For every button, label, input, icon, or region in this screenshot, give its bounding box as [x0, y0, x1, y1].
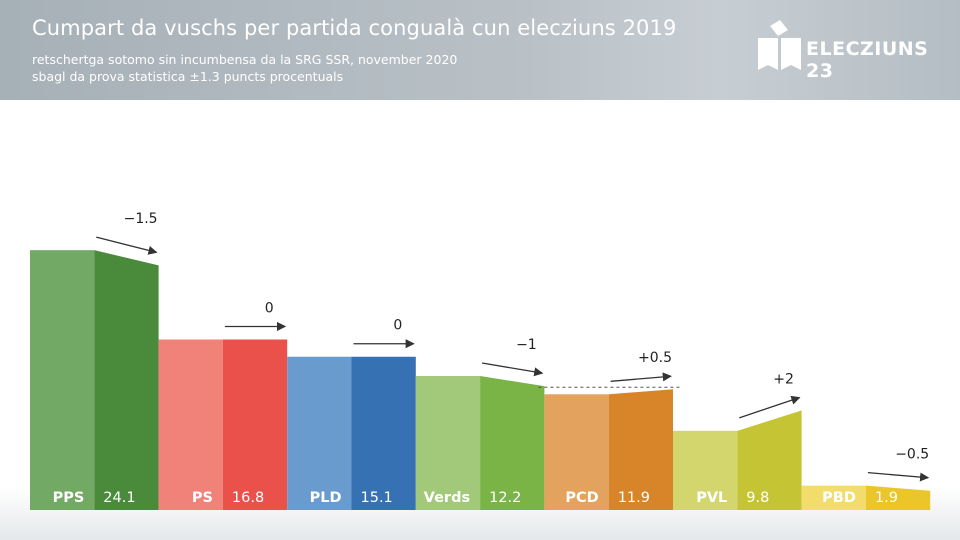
chart-subtitle-source: retschertga sotomo sin incumbensa da la …: [32, 52, 458, 67]
bar-2020-verds: [480, 376, 545, 510]
value-label-pcd: 11.9: [618, 490, 650, 506]
value-label-ps: 16.8: [232, 490, 264, 506]
bar-2019-pcd: [544, 394, 609, 510]
value-label-pbd: 1.9: [875, 490, 898, 506]
bar-2019-pld: [287, 356, 352, 510]
bar-2020-ps: [222, 339, 288, 510]
change-arrow-pvl: [739, 395, 801, 419]
bar-2020-pcd: [608, 389, 673, 510]
change-label-ps: 0: [265, 300, 274, 316]
bar-2020-pbd: [865, 485, 931, 510]
chart-area: −1.5 PPS 24.1 0 PS 16.8 0 PLD 15.1 −1 Verds 12.2 +0.…: [0, 100, 960, 540]
party-label-pvl: PVL: [696, 490, 727, 506]
chart-title: Cumpart da vuschs per partida congualà c…: [32, 16, 677, 40]
bar-2020-pvl: [737, 410, 802, 510]
bar-2019-verds: [415, 376, 481, 510]
bar-2019-pps: [30, 250, 95, 510]
party-label-pld: PLD: [310, 490, 342, 506]
bar-2019-ps: [158, 339, 223, 510]
value-label-pps: 24.1: [103, 490, 135, 506]
change-label-pbd: −0.5: [895, 447, 929, 463]
value-label-pld: 15.1: [361, 490, 393, 506]
value-label-verds: 12.2: [489, 490, 521, 506]
brand-logo: ELECZIUNS 23: [756, 18, 946, 82]
change-label-pld: 0: [393, 318, 402, 334]
party-label-verds: Verds: [424, 490, 470, 506]
bar-2019-pvl: [673, 430, 738, 510]
reference-bar-label: resultats2019: [36, 187, 68, 250]
change-label-pcd: +0.5: [638, 350, 672, 366]
change-arrow-verds: [481, 362, 544, 377]
value-label-pvl: 9.8: [746, 490, 769, 506]
bar-2020-pld: [351, 356, 416, 510]
change-label-verds: −1: [516, 337, 537, 353]
change-arrow-pcd: [610, 372, 672, 382]
bar-2019-pbd: [801, 485, 866, 510]
change-arrow-pbd: [867, 471, 930, 482]
ballot-box-icon: [758, 20, 801, 70]
change-label-pps: −1.5: [124, 211, 158, 227]
bar-2020-pps: [94, 250, 159, 510]
brand-name: ELECZIUNS 23: [806, 38, 929, 82]
party-label-pps: PPS: [53, 490, 85, 506]
party-label-pbd: PBD: [822, 490, 856, 506]
header: Cumpart da vuschs per partida congualà c…: [0, 0, 960, 100]
party-label-pcd: PCD: [565, 490, 598, 506]
party-label-ps: PS: [192, 490, 213, 506]
change-arrow-pps: [96, 236, 158, 255]
chart-subtitle-error-margin: sbagl da prova statistica ±1.3 puncts pr…: [32, 69, 344, 84]
change-label-pvl: +2: [773, 372, 794, 388]
bar-chart: −1.5 PPS 24.1 0 PS 16.8 0 PLD 15.1 −1 Verds 12.2 +0.…: [30, 187, 931, 510]
